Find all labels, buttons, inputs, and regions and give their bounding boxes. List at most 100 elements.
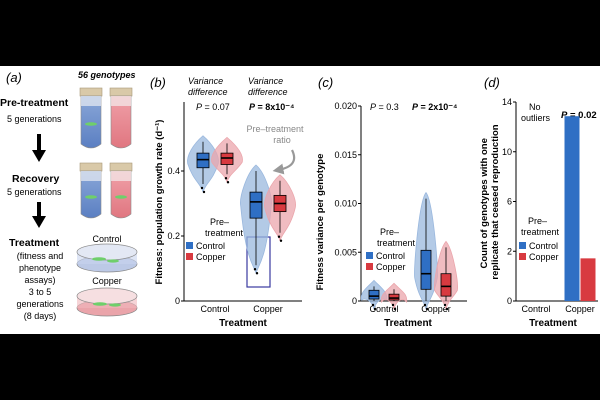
treatment-line: phenotype (19, 263, 61, 273)
treatment-line: 3 to 5 (29, 287, 52, 297)
x-tick-label: Control (521, 304, 550, 314)
p-value-control: P = 0.07 (196, 102, 230, 112)
outlier-point (279, 239, 283, 242)
y-tick-label: 0 (175, 296, 180, 306)
outlier-point (226, 181, 230, 184)
y-tick-label: 10 (502, 147, 512, 157)
panel-b-letter: (b) (150, 75, 166, 90)
variance-header-copper-2: difference (248, 87, 288, 97)
variance-header-copper-1: Variance (248, 76, 283, 86)
genotypes-label: 56 genotypes (78, 70, 136, 80)
figure-canvas: (a) 56 genotypes Pre-treatment 5 generat… (0, 70, 598, 329)
y-tick-label: 0 (352, 296, 357, 306)
no-outliers-label: No (529, 102, 541, 112)
tube-red-recovery (109, 162, 133, 219)
tube-blue-pretreatment (79, 87, 103, 149)
box-copper (220, 152, 234, 165)
p-value-copper: P = 2x10⁻⁴ (412, 102, 458, 112)
outlier-point (445, 307, 449, 311)
curved-arrow-icon (272, 149, 296, 175)
panel-a: (a) 56 genotypes Pre-treatment 5 generat… (0, 70, 138, 321)
x-axis-label: Treatment (384, 318, 432, 329)
outlier-point (443, 303, 447, 307)
y-tick-label: 0.010 (334, 199, 357, 209)
legend-label-copper: Copper (376, 262, 406, 272)
x-axis-label: Treatment (219, 318, 267, 329)
y-tick-label: 0 (507, 296, 512, 306)
pretreatment-title: Pre-treatment (0, 97, 69, 109)
arrow-down-icon (32, 150, 46, 162)
no-outliers-label: outliers (521, 113, 551, 123)
p-value-control: P = 0.3 (370, 102, 399, 112)
y-tick-label: 0.020 (334, 101, 357, 111)
outlier-point (202, 190, 206, 194)
y-tick-label: 0.005 (334, 247, 357, 257)
x-tick-label: Copper (253, 304, 283, 314)
y-tick-label: 0.4 (167, 166, 180, 176)
outlier-point (371, 303, 375, 307)
outlier-point (224, 177, 228, 180)
recovery-generations: 5 generations (7, 187, 62, 197)
tube-red-pretreatment (109, 87, 133, 149)
arrow-down-icon (32, 216, 46, 228)
legend-swatch-copper (519, 253, 526, 260)
petri-dish-control (76, 243, 138, 273)
panel-d-letter: (d) (484, 75, 500, 90)
box-control (249, 191, 263, 219)
petri-dish-copper (76, 287, 138, 317)
legend-title: Pre– (380, 227, 399, 237)
y-tick-label: 0.015 (334, 150, 357, 160)
outlier-point (373, 307, 377, 311)
legend: Pre– treatment Control Copper (186, 217, 244, 262)
figure: (a) 56 genotypes Pre-treatment 5 generat… (0, 66, 600, 334)
legend-swatch-copper (186, 253, 193, 260)
legend-label-control: Control (529, 241, 558, 251)
outlier-point (277, 235, 281, 238)
legend-title: Pre– (528, 216, 547, 226)
legend-label-control: Control (196, 241, 225, 251)
pretreatment-generations: 5 generations (7, 114, 62, 124)
legend-swatch-control (366, 252, 373, 259)
treatment-line: (fitness and (17, 251, 64, 261)
variance-header-control-2: difference (188, 87, 228, 97)
x-tick-label: Copper (421, 304, 451, 314)
treatment-line: assays) (24, 275, 55, 285)
pretreatment-ratio-text: Pre–treatment (246, 124, 304, 134)
legend-label-copper: Copper (529, 252, 559, 262)
treatment-title: Treatment (9, 237, 60, 249)
legend: Pre– treatment Control Copper (366, 227, 416, 272)
y-tick-label: 2 (507, 246, 512, 256)
legend: Pre– treatment Control Copper (519, 216, 560, 262)
bar-copper (580, 258, 596, 301)
tube-blue-recovery (79, 162, 103, 219)
y-tick-label: 14 (502, 97, 512, 107)
x-tick-label: Copper (565, 304, 595, 314)
y-tick-label: 0.2 (167, 231, 180, 241)
variance-header-control-1: Variance (188, 76, 223, 86)
legend-title: treatment (521, 227, 560, 237)
x-tick-label: Control (369, 304, 398, 314)
x-tick-label: Control (200, 304, 229, 314)
p-value-copper: P = 8x10⁻⁴ (249, 102, 295, 112)
panel-d: (d) No outliers P = 0.02 Count of genoty… (479, 75, 598, 329)
box-copper (388, 293, 400, 301)
treatment-line: generations (16, 299, 64, 309)
legend-label-copper: Copper (196, 252, 226, 262)
legend-title: Pre– (210, 217, 229, 227)
box-control (368, 289, 380, 300)
pretreatment-ratio-text: ratio (273, 135, 291, 145)
legend-swatch-control (519, 242, 526, 249)
bar-control (564, 116, 580, 301)
p-value-label: P = 0.02 (561, 110, 597, 121)
legend-title: treatment (377, 238, 416, 248)
treatment-line: (8 days) (24, 311, 57, 321)
panel-c-letter: (c) (318, 75, 333, 90)
box-copper (440, 273, 452, 297)
y-axis-label: Fitness variance per genotype (315, 154, 326, 291)
panel-c: (c) P = 0.3 P = 2x10⁻⁴ Fitness variance … (315, 75, 467, 329)
panel-b: (b) Variance difference Variance differe… (150, 75, 304, 329)
panel-a-letter: (a) (6, 70, 22, 85)
dish-control-label: Control (92, 234, 121, 244)
outlier-point (200, 186, 204, 190)
legend-swatch-copper (366, 263, 373, 270)
